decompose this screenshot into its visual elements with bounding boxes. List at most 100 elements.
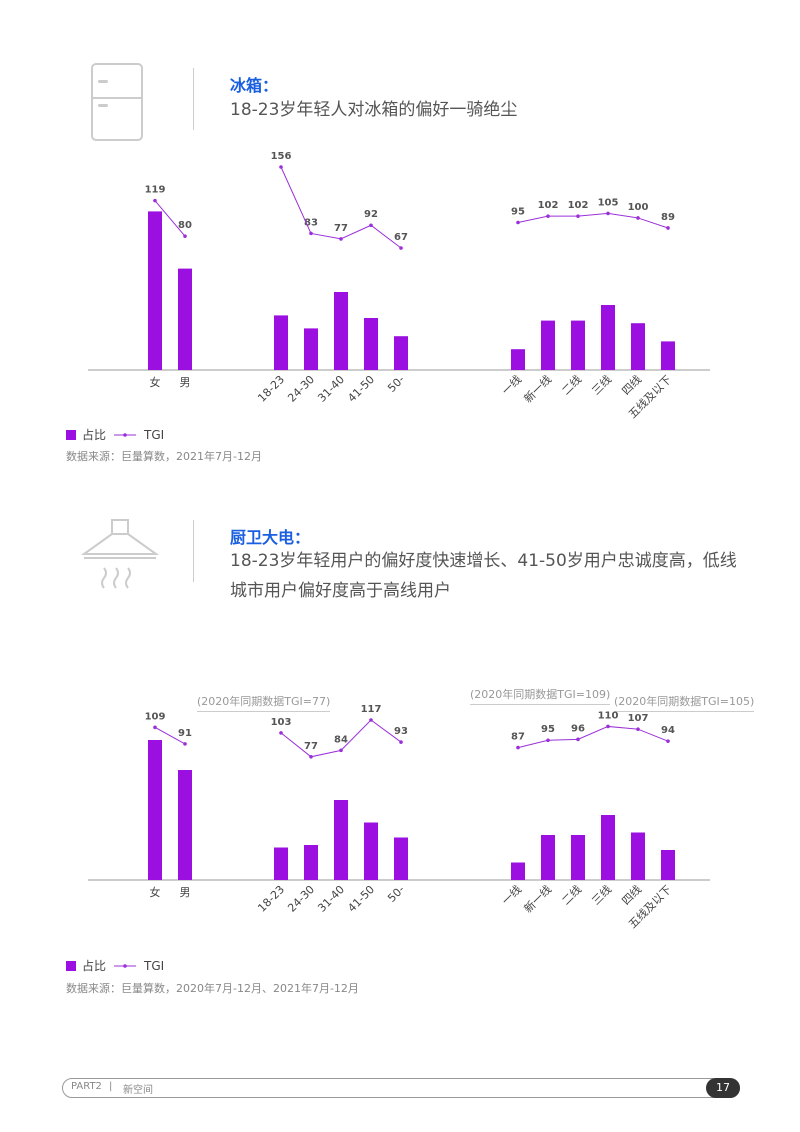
legend: 占比 TGI — [66, 957, 164, 974]
share-bar — [511, 349, 525, 370]
share-bar — [394, 837, 408, 880]
tgi-label: 102 — [538, 200, 559, 211]
tgi-point — [606, 724, 610, 729]
tgi-point — [576, 737, 580, 742]
section1-source: 数据来源：巨量算数，2021年7月-12月 — [66, 450, 262, 463]
share-bar — [601, 305, 615, 370]
share-bar — [571, 320, 585, 370]
footer-separator: | — [109, 1081, 113, 1092]
tgi-label: 110 — [598, 710, 619, 721]
share-bar — [148, 211, 162, 370]
tgi-line — [154, 200, 186, 237]
tgi-point — [153, 198, 157, 203]
tgi-point — [399, 740, 403, 744]
tgi-point — [636, 727, 640, 731]
share-bar — [334, 800, 348, 880]
section2-title: 厨卫大电： — [230, 528, 311, 547]
section2-subtitle-2: 城市用户偏好度高于高线用户 — [230, 581, 451, 601]
tgi-point — [153, 725, 157, 730]
x-tick-label: 女 — [150, 885, 161, 899]
divider — [193, 68, 194, 130]
x-tick-label: 女 — [150, 375, 161, 389]
note-tier1: (2020年同期数据TGI=109) — [470, 686, 611, 705]
tgi-label: 92 — [364, 209, 378, 220]
tgi-label: 91 — [178, 728, 192, 739]
tgi-line — [154, 726, 186, 745]
tgi-line — [517, 725, 669, 749]
tgi-label: 77 — [304, 741, 318, 752]
tgi-label: 156 — [271, 151, 292, 162]
x-tick-label: 50- — [385, 373, 407, 395]
share-bar — [364, 318, 378, 370]
fridge-chart: 119 女 80 男 156 18-23 83 24-30 77 31-40 92 41-50 67 50… — [88, 151, 710, 421]
tgi-point — [399, 246, 403, 250]
tgi-label: 96 — [571, 723, 585, 734]
section2-subtitle-1: 18-23岁年轻用户的偏好度快速增长、41-50岁用户忠诚度高，低线 — [230, 551, 737, 571]
x-tick-label: 41-50 — [345, 883, 377, 915]
legend: 占比 TGI — [66, 426, 164, 443]
legend-tgi-label: TGI — [144, 958, 165, 973]
tgi-label: 84 — [334, 734, 348, 745]
tgi-line — [517, 212, 669, 229]
legend-share-label: 占比 — [82, 428, 107, 442]
tgi-point — [279, 165, 283, 169]
x-tick-label: 新一线 — [521, 882, 554, 915]
legend-tgi-label: TGI — [144, 427, 165, 442]
x-tick-label: 男 — [180, 376, 191, 389]
x-tick-label: 31-40 — [315, 883, 347, 915]
tgi-point — [546, 738, 550, 743]
x-tick-label: 一线 — [499, 882, 524, 907]
tgi-label: 119 — [145, 185, 166, 196]
section1-title: 冰箱： — [230, 76, 279, 95]
tgi-label: 89 — [661, 212, 675, 223]
note-tier3: (2020年同期数据TGI=105) — [614, 693, 755, 712]
tgi-point — [516, 745, 520, 750]
tgi-label: 105 — [598, 197, 619, 208]
tgi-label: 103 — [271, 717, 292, 728]
share-bar — [601, 815, 615, 880]
tgi-point — [339, 237, 343, 241]
tgi-label: 109 — [145, 711, 166, 722]
divider — [193, 520, 194, 582]
x-tick-label: 三线 — [589, 882, 614, 907]
tgi-point — [666, 739, 670, 743]
section1-subtitle: 18-23岁年轻人对冰箱的偏好一骑绝尘 — [230, 100, 518, 120]
tgi-label: 83 — [304, 217, 318, 228]
tgi-label: 87 — [511, 732, 525, 743]
tgi-point — [546, 214, 550, 218]
tgi-label: 95 — [541, 724, 555, 735]
share-bar — [304, 845, 318, 880]
tgi-label: 80 — [178, 220, 192, 231]
tgi-point — [636, 216, 640, 220]
tgi-label: 102 — [568, 200, 589, 211]
footer-part: PART2 — [71, 1081, 102, 1092]
tgi-point — [576, 214, 580, 218]
x-tick-label: 四线 — [619, 372, 644, 397]
share-bar — [541, 320, 555, 370]
footer-section: 新空间 — [123, 1085, 153, 1096]
x-tick-label: 41-50 — [345, 373, 377, 405]
x-tick-label: 三线 — [589, 372, 614, 397]
legend-share-swatch — [66, 960, 76, 971]
x-tick-label: 二线 — [559, 882, 584, 907]
share-bar — [631, 323, 645, 370]
legend-share-label: 占比 — [82, 959, 107, 973]
kitchen-appliance-chart: 109 女 91 男 103 18-23 77 24-30 84 31-40 117 41-50 93 5… — [88, 704, 710, 931]
tgi-point — [309, 231, 313, 236]
x-tick-label: 男 — [180, 886, 191, 899]
footer: PART2 | 新空间 17 — [62, 1078, 740, 1098]
share-bar — [178, 268, 192, 370]
range-hood-icon — [80, 519, 160, 589]
share-bar — [511, 862, 525, 880]
tgi-label: 77 — [334, 223, 348, 234]
share-bar — [364, 822, 378, 880]
legend-share-swatch — [66, 429, 76, 440]
share-bar — [304, 328, 318, 370]
x-tick-label: 18-23 — [255, 373, 287, 405]
legend-tgi-swatch — [114, 963, 137, 968]
x-tick-label: 18-23 — [255, 883, 287, 915]
share-bar — [541, 835, 555, 880]
tgi-point — [369, 718, 373, 722]
tgi-label: 93 — [394, 726, 408, 737]
tgi-point — [516, 220, 520, 225]
